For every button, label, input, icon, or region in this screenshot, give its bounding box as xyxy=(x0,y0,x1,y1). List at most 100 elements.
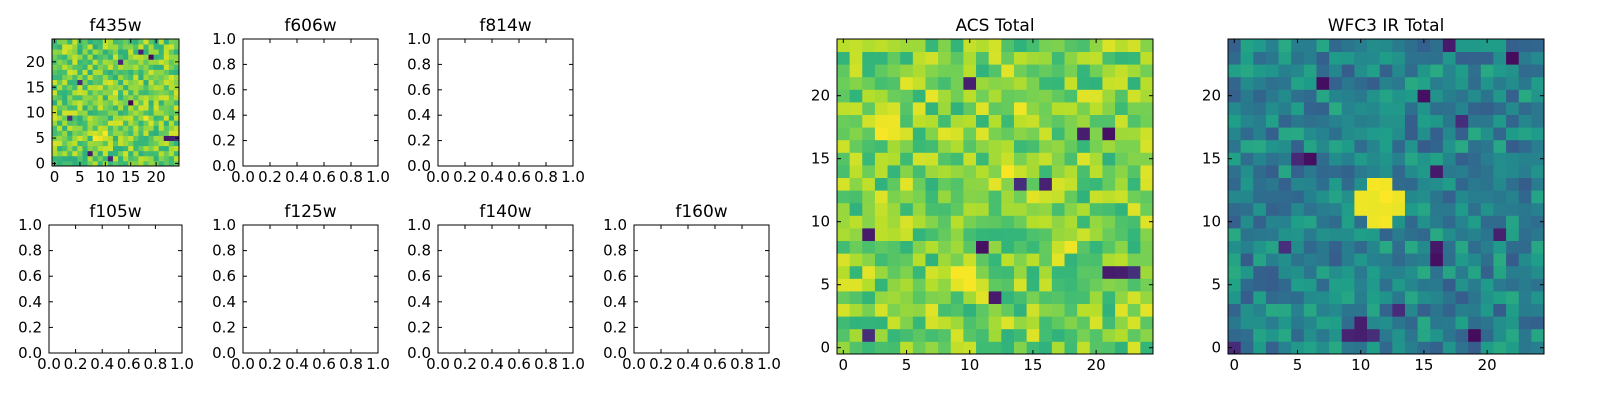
heatmap-cell xyxy=(1329,265,1343,279)
heatmap-cell xyxy=(82,150,88,157)
heatmap-cell xyxy=(1303,89,1317,103)
heatmap-cell xyxy=(123,120,129,126)
heatmap-cell xyxy=(143,49,149,55)
heatmap-cell xyxy=(128,110,134,116)
heatmap-cell xyxy=(128,135,134,141)
x-tick-label: 0 xyxy=(1230,356,1240,374)
heatmap-cell xyxy=(158,145,165,152)
heatmap-cell xyxy=(1392,190,1406,204)
heatmap-cell xyxy=(1102,76,1116,90)
heatmap-cell xyxy=(1506,51,1520,65)
heatmap-cell xyxy=(1039,202,1053,216)
heatmap-cell xyxy=(173,94,180,101)
heatmap-cell xyxy=(887,76,901,90)
heatmap-cell xyxy=(1140,202,1154,216)
heatmap-cell xyxy=(1379,303,1393,317)
heatmap-cell xyxy=(1278,278,1292,292)
heatmap-cell xyxy=(87,125,94,131)
heatmap-cell xyxy=(837,127,851,141)
y-tick-label: 0.8 xyxy=(212,55,236,73)
heatmap-cell xyxy=(1430,190,1444,204)
heatmap-cell xyxy=(57,54,63,60)
heatmap-cell xyxy=(1316,265,1330,279)
heatmap-cell xyxy=(107,105,114,111)
heatmap-cell xyxy=(133,59,139,65)
heatmap-cell xyxy=(1531,228,1545,241)
heatmap-cell xyxy=(153,49,160,55)
heatmap-cell xyxy=(62,94,68,101)
heatmap-cell xyxy=(1278,303,1292,317)
heatmap-cell xyxy=(138,115,144,121)
heatmap-cell xyxy=(1278,328,1292,342)
heatmap-cell xyxy=(128,84,134,91)
heatmap-cell xyxy=(163,140,170,147)
heatmap-cell xyxy=(963,76,977,90)
heatmap-cell xyxy=(1026,51,1040,65)
heatmap-cell xyxy=(168,115,175,121)
y-tick-label: 0.0 xyxy=(407,157,431,175)
heatmap-cell xyxy=(887,127,901,141)
heatmap-cell xyxy=(1379,152,1393,166)
heatmap-cell xyxy=(1404,291,1418,304)
heatmap-cell xyxy=(874,165,888,178)
heatmap-cell xyxy=(118,135,124,141)
heatmap-cell xyxy=(963,89,977,103)
heatmap-cell xyxy=(874,328,888,342)
heatmap-cell xyxy=(1127,39,1141,52)
heatmap-cell xyxy=(1379,165,1393,178)
heatmap-cell xyxy=(1341,341,1355,355)
heatmap-cell xyxy=(1228,102,1242,115)
heatmap-cell xyxy=(1468,76,1482,90)
heatmap-cell xyxy=(1140,265,1154,279)
heatmap-cell xyxy=(77,150,83,157)
heatmap-cell xyxy=(1379,114,1393,128)
heatmap-cell xyxy=(1354,114,1368,128)
heatmap-cell xyxy=(1392,341,1406,355)
heatmap-cell xyxy=(118,69,124,75)
heatmap-cell xyxy=(1089,202,1103,216)
heatmap-cell xyxy=(1480,64,1494,78)
heatmap-cell xyxy=(988,76,1002,90)
heatmap-cell xyxy=(128,125,134,131)
heatmap-cell xyxy=(1039,291,1053,304)
heatmap-cell xyxy=(1102,139,1116,153)
subplot-title: WFC3 IR Total xyxy=(1328,16,1445,36)
heatmap-cell xyxy=(1265,76,1279,90)
heatmap-cell xyxy=(1354,152,1368,166)
heatmap-cell xyxy=(1265,228,1279,241)
heatmap-cell xyxy=(1316,291,1330,304)
heatmap-cell xyxy=(148,125,154,131)
heatmap-cell xyxy=(1278,253,1292,267)
heatmap-cell xyxy=(1354,165,1368,178)
heatmap-cell xyxy=(1001,165,1015,178)
heatmap-cell xyxy=(1291,76,1305,90)
heatmap-cell xyxy=(1265,215,1279,229)
heatmap-cell xyxy=(837,165,851,178)
heatmap-cell xyxy=(1506,76,1520,90)
heatmap-cell xyxy=(1417,303,1431,317)
heatmap-cell xyxy=(1039,76,1053,90)
heatmap-cell xyxy=(849,152,863,166)
heatmap-cell xyxy=(1089,303,1103,317)
heatmap-cell xyxy=(874,89,888,103)
heatmap-cell xyxy=(67,120,73,126)
heatmap-cell xyxy=(862,165,876,178)
heatmap-cell xyxy=(92,74,99,81)
y-tick-label: 0.8 xyxy=(212,242,236,260)
heatmap-cell xyxy=(1013,202,1027,216)
heatmap-cell xyxy=(1127,328,1141,342)
heatmap-cell xyxy=(963,202,977,216)
heatmap-cell xyxy=(1493,64,1507,78)
heatmap-cell xyxy=(1253,240,1267,254)
heatmap-cell xyxy=(1102,190,1116,204)
heatmap-cell xyxy=(1228,228,1242,241)
heatmap-cell xyxy=(1379,177,1393,191)
heatmap-cell xyxy=(1303,265,1317,279)
heatmap-cell xyxy=(1480,215,1494,229)
heatmap-cell xyxy=(1303,278,1317,292)
heatmap-cell xyxy=(1291,278,1305,292)
heatmap-cell xyxy=(153,110,160,116)
heatmap-cell xyxy=(128,69,134,75)
heatmap-cell xyxy=(82,59,88,65)
